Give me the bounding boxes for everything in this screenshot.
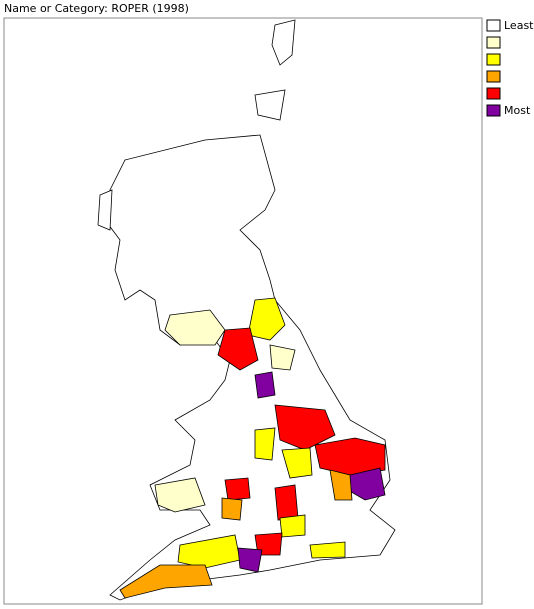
region bbox=[254, 532, 283, 556]
region bbox=[177, 534, 241, 569]
legend-swatch bbox=[486, 36, 501, 49]
legend-swatch bbox=[486, 70, 501, 83]
region bbox=[254, 427, 276, 461]
region bbox=[154, 477, 206, 513]
island bbox=[254, 89, 286, 121]
region bbox=[254, 371, 276, 399]
legend-swatch bbox=[486, 104, 501, 117]
region bbox=[224, 477, 251, 501]
region bbox=[309, 541, 346, 559]
region bbox=[279, 514, 306, 538]
region bbox=[217, 327, 259, 371]
legend-swatch bbox=[486, 53, 501, 66]
region bbox=[329, 469, 353, 501]
region bbox=[237, 547, 263, 573]
island bbox=[271, 19, 296, 66]
land bbox=[97, 19, 396, 601]
legend-label: Most bbox=[504, 104, 531, 117]
region bbox=[164, 309, 226, 346]
region bbox=[269, 344, 296, 371]
region bbox=[314, 437, 386, 476]
island bbox=[97, 189, 113, 231]
region bbox=[274, 484, 299, 521]
map-title: Name or Category: ROPER (1998) bbox=[4, 2, 189, 15]
region bbox=[281, 447, 313, 479]
region bbox=[221, 497, 243, 521]
legend-swatch bbox=[486, 19, 501, 32]
region bbox=[119, 564, 213, 599]
legend: Least Most bbox=[486, 19, 534, 117]
legend-label: Least bbox=[504, 19, 534, 32]
region bbox=[274, 404, 336, 451]
legend-swatch bbox=[486, 87, 501, 100]
